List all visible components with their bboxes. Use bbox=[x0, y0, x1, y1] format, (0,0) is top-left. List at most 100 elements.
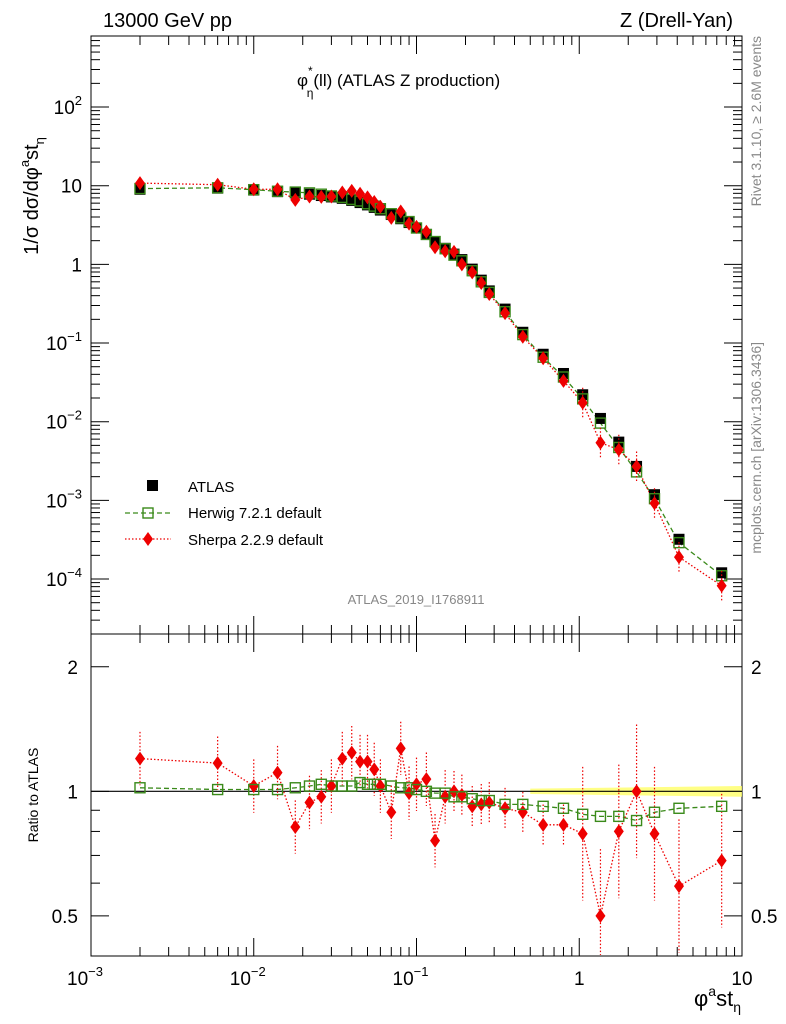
sherpa-point bbox=[673, 550, 684, 565]
sherpa-ratio-point bbox=[386, 805, 397, 820]
sherpa-ratio-point bbox=[440, 789, 451, 804]
herwig-ratio-point bbox=[420, 785, 433, 798]
ratio-y-tick-label: 0.5 bbox=[52, 907, 78, 928]
sherpa-point bbox=[595, 435, 606, 450]
sherpa-ratio-point bbox=[613, 824, 624, 839]
legend-atlas-label: ATLAS bbox=[188, 479, 234, 496]
rivet-label: Rivet 3.1.10, ≥ 2.6M events bbox=[748, 36, 764, 206]
sherpa-point bbox=[355, 186, 366, 201]
sherpa-ratio-point bbox=[716, 853, 727, 868]
sherpa-ratio-point bbox=[558, 817, 569, 832]
sherpa-point bbox=[134, 176, 145, 191]
main-data-layer bbox=[134, 176, 728, 601]
herwig-ratio-point bbox=[594, 810, 607, 823]
atlas-point bbox=[354, 197, 366, 209]
ratio-y-tick-label: 1 bbox=[67, 782, 78, 803]
y-tick-label: 10−3 bbox=[46, 486, 82, 512]
mcplots-label: mcplots.cern.ch [arXiv:1306.3436] bbox=[748, 342, 764, 554]
herwig-ratio-point bbox=[439, 787, 451, 799]
herwig-ratio-point bbox=[456, 791, 468, 803]
ratio-y-tick-label: 2 bbox=[67, 658, 78, 679]
sherpa-point bbox=[316, 189, 327, 204]
legend-herwig-marker bbox=[142, 507, 154, 519]
sherpa-point bbox=[386, 210, 397, 225]
y-tick-label: 10−4 bbox=[46, 565, 82, 591]
sherpa-ratio-point bbox=[395, 741, 406, 756]
atlas-point bbox=[649, 489, 661, 501]
atlas-point bbox=[395, 213, 407, 225]
sherpa-point bbox=[326, 189, 337, 204]
sherpa-point bbox=[421, 224, 432, 239]
sherpa-point bbox=[440, 244, 451, 259]
ratio-data-layer bbox=[134, 721, 728, 955]
y-axis-label-main: 1/σ dσ/dφastη bbox=[17, 137, 47, 255]
herwig-ratio-point bbox=[211, 783, 224, 796]
axis-ticks-layer: 10−3 10−2 10−1 1 10 10−4 10−3 10−2 10−1 1 10 102 0.5… bbox=[46, 35, 777, 990]
header-right: Z (Drell-Yan) bbox=[620, 10, 733, 32]
herwig-ratio-point bbox=[576, 808, 589, 821]
herwig-ratio-point bbox=[537, 800, 549, 813]
sherpa-ratio-point bbox=[272, 765, 283, 780]
x-tick-label: 10−3 bbox=[67, 964, 103, 990]
x-tick-label: 10−2 bbox=[230, 964, 266, 990]
herwig-ratio-point bbox=[613, 810, 625, 823]
herwig-ratio-point bbox=[715, 800, 728, 813]
legend-herwig-label: Herwig 7.2.1 default bbox=[188, 505, 322, 522]
y-axis-label-ratio: Ratio to ATLAS bbox=[25, 748, 41, 843]
sherpa-point bbox=[272, 182, 283, 197]
sherpa-ratio-point bbox=[577, 826, 588, 841]
sherpa-ratio-point bbox=[595, 908, 606, 923]
herwig-ratio-point bbox=[517, 798, 529, 811]
x-tick-label: 10−1 bbox=[393, 964, 429, 990]
herwig-ratio-point bbox=[483, 794, 495, 807]
sherpa-point bbox=[716, 578, 727, 593]
y-tick-label: 10 bbox=[61, 177, 82, 198]
herwig-ratio-point bbox=[271, 783, 284, 796]
y-tick-label: 10−2 bbox=[46, 408, 82, 434]
ratio-y-tick-label-right: 0.5 bbox=[751, 907, 777, 928]
sherpa-ratio-line bbox=[139, 748, 723, 917]
atlas-point bbox=[716, 567, 728, 579]
x-tick-label: 1 bbox=[574, 969, 585, 990]
legend-atlas-marker bbox=[147, 480, 158, 491]
sherpa-point bbox=[304, 189, 315, 204]
herwig-ratio-point bbox=[325, 780, 338, 792]
header-left: 13000 GeV pp bbox=[103, 10, 232, 32]
sherpa-point bbox=[517, 329, 528, 344]
sherpa-ratio-point bbox=[649, 826, 660, 841]
sherpa-ratio-point bbox=[290, 819, 301, 834]
sherpa-point bbox=[456, 257, 467, 272]
legend: ATLAS Herwig 7.2.1 default Sherpa 2.2.9 … bbox=[125, 479, 324, 549]
herwig-ratio-point bbox=[303, 780, 316, 792]
sherpa-point bbox=[631, 459, 642, 474]
atlas-point bbox=[673, 533, 685, 545]
sherpa-ratio-point bbox=[538, 817, 549, 832]
herwig-ratio-point bbox=[395, 782, 407, 794]
sherpa-point bbox=[212, 177, 223, 192]
herwig-point bbox=[673, 536, 685, 549]
sherpa-point bbox=[558, 373, 569, 388]
atlas-point bbox=[577, 389, 589, 401]
sherpa-ratio-point bbox=[316, 789, 327, 804]
y-tick-label: 1 bbox=[71, 255, 82, 276]
sherpa-ratio-point bbox=[134, 751, 145, 766]
herwig-ratio-point bbox=[410, 783, 423, 796]
legend-sherpa-marker bbox=[143, 532, 153, 546]
ratio-y-tick-label-right: 2 bbox=[751, 658, 762, 679]
sherpa-point bbox=[449, 244, 460, 259]
atlas-point bbox=[346, 194, 358, 206]
x-axis-label: φastη bbox=[694, 983, 741, 1015]
sherpa-point bbox=[484, 287, 495, 302]
sherpa-point bbox=[613, 442, 624, 457]
herwig-ratio-point bbox=[315, 778, 327, 790]
y-tick-label: 10−1 bbox=[46, 329, 82, 355]
sherpa-point bbox=[290, 192, 301, 207]
atlas-point bbox=[362, 199, 374, 211]
sherpa-point bbox=[395, 204, 406, 219]
plot-title: φ* η(ll) (ATLAS Z production) bbox=[297, 64, 500, 100]
sherpa-ratio-point bbox=[212, 756, 223, 771]
sherpa-ratio-point bbox=[467, 799, 478, 814]
sherpa-point bbox=[375, 199, 386, 214]
herwig-ratio-point bbox=[374, 778, 387, 790]
